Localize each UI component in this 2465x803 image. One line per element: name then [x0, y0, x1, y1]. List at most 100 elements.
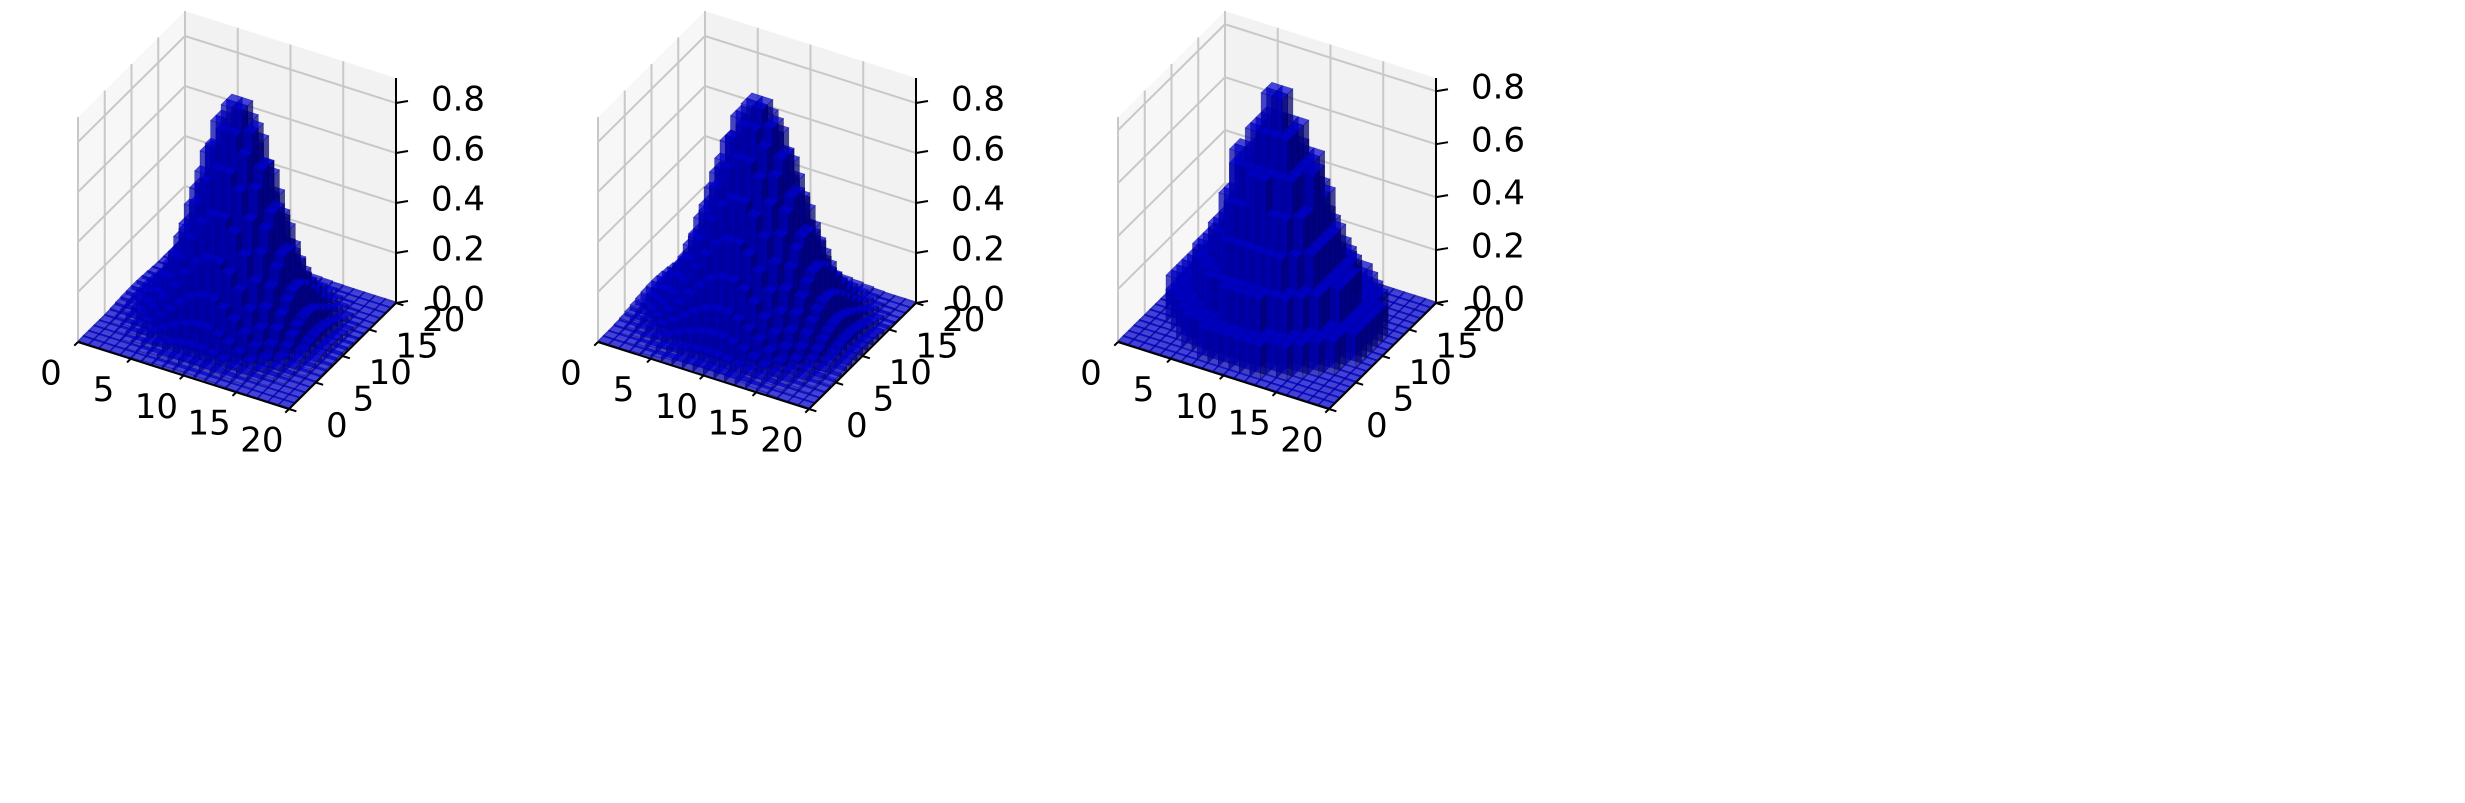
- bar-face: [204, 347, 222, 357]
- bar-face: [214, 301, 232, 311]
- bar-face: [793, 290, 811, 300]
- z-tick: [1435, 194, 1449, 199]
- bar-face: [824, 346, 842, 357]
- bar-face: [236, 248, 254, 258]
- z-tick-label: 0.2: [1471, 227, 1525, 267]
- bar-face: [1302, 166, 1320, 177]
- bar-face: [1275, 339, 1293, 349]
- x-tick: [284, 408, 290, 414]
- x-tick-label: 20: [760, 421, 803, 461]
- bar-face: [777, 205, 795, 215]
- bar-face: [273, 247, 291, 258]
- bar-face: [1323, 333, 1341, 344]
- bar-face: [193, 369, 211, 380]
- y-tick-label: 5: [1393, 380, 1415, 420]
- y-tick: [368, 328, 377, 333]
- gridline-z-back: [1224, 23, 1437, 93]
- y-tick: [1408, 328, 1417, 333]
- y-tick-label: 10: [369, 353, 412, 393]
- bar-face: [1228, 336, 1240, 375]
- bar-face: [273, 307, 291, 317]
- bar: [1307, 335, 1325, 379]
- y-tick-label: 15: [395, 327, 438, 367]
- bar-face: [766, 366, 784, 376]
- bar-face: [214, 353, 232, 363]
- bar-face: [278, 293, 296, 303]
- y-tick: [1382, 355, 1391, 360]
- bar-face: [824, 317, 842, 327]
- bar-face: [734, 283, 752, 293]
- y-tick: [862, 355, 871, 360]
- x-tick: [126, 358, 132, 364]
- bar-face: [235, 365, 253, 376]
- bar-face: [835, 333, 853, 343]
- bar-face: [289, 318, 307, 328]
- z-tick: [915, 100, 929, 104]
- bar-face: [1329, 281, 1347, 291]
- bar-face: [755, 311, 774, 321]
- gridline-z-back: [704, 85, 917, 154]
- z-tick-label: 0.0: [951, 280, 1005, 320]
- bar-face: [294, 310, 312, 320]
- bar-face: [1291, 290, 1309, 300]
- gridline-z-left: [77, 135, 186, 243]
- x-tick: [1271, 391, 1277, 397]
- bar-face: [814, 333, 832, 343]
- z-tick: [915, 200, 929, 204]
- bar-face: [766, 326, 784, 336]
- x-tick: [1113, 341, 1119, 347]
- bar-face: [782, 260, 800, 271]
- x-tick: [1166, 358, 1172, 364]
- z-tick-label: 0.0: [1471, 280, 1525, 320]
- bar-face: [230, 183, 248, 194]
- z-tick: [395, 100, 409, 104]
- bar-face: [1291, 337, 1309, 347]
- gridline-z-left: [1117, 23, 1226, 131]
- z-tick-label: 0.2: [951, 230, 1005, 270]
- y-tick-label: 15: [1435, 327, 1478, 367]
- bar-face: [294, 366, 312, 377]
- y-tick: [888, 328, 897, 333]
- bar-face: [246, 275, 264, 285]
- bar-face: [1323, 338, 1335, 377]
- bar-face: [756, 230, 774, 240]
- bar-face: [808, 343, 826, 353]
- bar-face: [278, 339, 296, 350]
- bar-face: [729, 358, 747, 368]
- z-tick: [915, 300, 929, 304]
- bar-face: [299, 335, 317, 345]
- bar-face: [776, 373, 794, 383]
- bar-face: [230, 374, 248, 385]
- bar-face: [702, 361, 720, 371]
- x-tick-label: 15: [707, 404, 750, 444]
- bar-face: [267, 322, 285, 333]
- x-tick-label: 0: [1080, 354, 1102, 394]
- bar-face: [729, 313, 747, 323]
- bar-face: [304, 353, 322, 363]
- bar-face: [209, 255, 227, 265]
- bar-face: [835, 356, 853, 366]
- bar-face: [766, 169, 784, 179]
- x-tick-label: 10: [135, 387, 178, 427]
- z-tick-label: 0.4: [431, 180, 485, 220]
- gridline-z-left: [597, 35, 706, 143]
- bar-face: [220, 266, 238, 276]
- bar-face: [761, 344, 779, 354]
- bar-face: [315, 340, 333, 351]
- y-tick: [1328, 408, 1337, 413]
- bar-face: [750, 264, 768, 274]
- z-tick: [395, 150, 409, 154]
- gridline-z-left: [1117, 76, 1226, 184]
- bar-face: [782, 189, 800, 200]
- y-tick-label: 5: [873, 380, 895, 420]
- bar-face: [1207, 329, 1219, 368]
- bar-face: [787, 307, 805, 317]
- bar-face: [225, 313, 243, 323]
- bar-face: [766, 388, 784, 398]
- bar-face: [772, 151, 790, 161]
- z-tick-label: 0.0: [431, 280, 485, 320]
- bar-face: [713, 330, 731, 341]
- bar-face: [803, 265, 821, 275]
- z-tick-label: 0.2: [431, 230, 485, 270]
- bar-face: [288, 373, 306, 383]
